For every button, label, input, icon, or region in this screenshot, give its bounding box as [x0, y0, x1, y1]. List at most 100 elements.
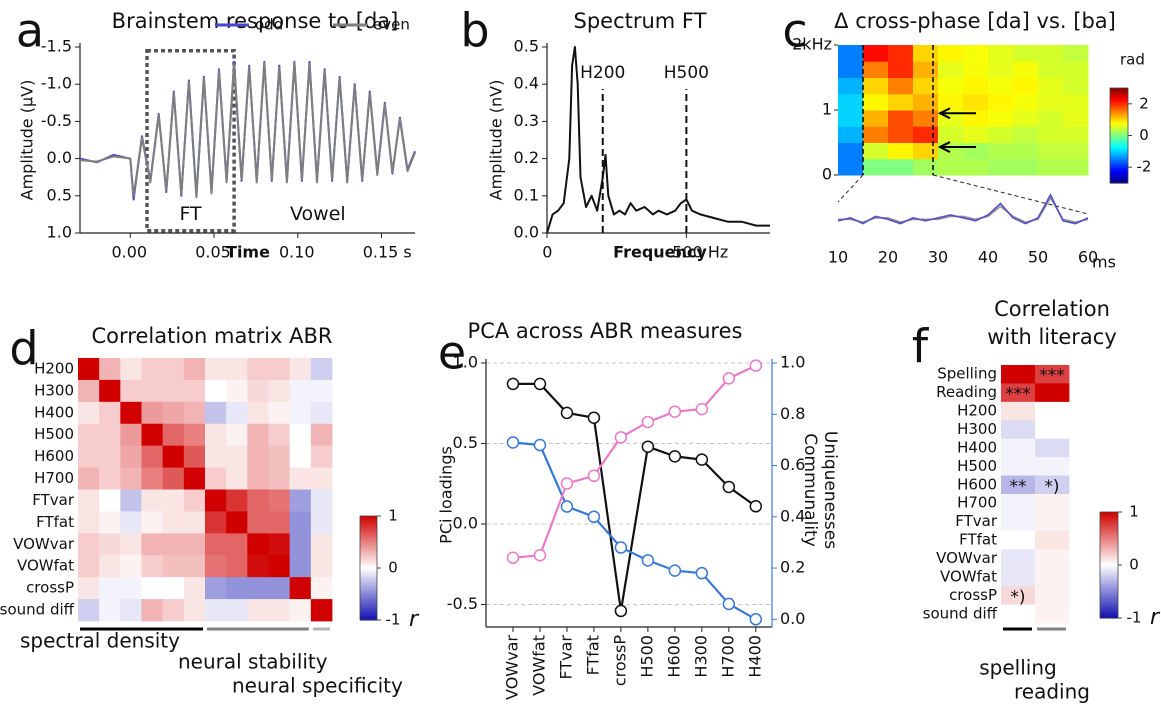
x-axis-label: ms: [1092, 253, 1116, 272]
heatmap-cell: [963, 61, 989, 78]
heatmap-cell: [988, 61, 1014, 78]
heatmap-cell: [99, 445, 121, 468]
heatmap-cell: [141, 445, 164, 468]
heatmap-cell: [289, 379, 312, 403]
series-marker: [749, 500, 763, 513]
colorbar-step: [360, 613, 377, 617]
heatmap-cell: [1013, 45, 1039, 62]
heatmap-cell: [141, 358, 164, 381]
heatmap-cell: [1035, 494, 1070, 513]
heatmap-cell: [888, 158, 914, 176]
y-axis-label: PCi loadings: [437, 446, 456, 544]
colorbar-step: [360, 603, 377, 607]
colorbar-step: [1110, 148, 1128, 152]
heatmap-cell: [268, 423, 291, 447]
colorbar-step: [1110, 112, 1128, 116]
colorbar-step: [1100, 575, 1118, 579]
heatmap-cell: [938, 77, 964, 95]
heatmap-cell: [205, 467, 227, 490]
colorbar-step: [1110, 91, 1128, 95]
heatmap-cell: [162, 511, 185, 534]
zoom-guide: [837, 174, 864, 203]
heatmap-cell: [226, 358, 248, 381]
colorbar-step: [1100, 556, 1118, 560]
colorbar-step: [1100, 594, 1118, 598]
heatmap-cell: [268, 489, 291, 512]
heatmap-cell: [99, 379, 121, 403]
row-label: H600: [957, 475, 997, 493]
x-tick-label: H500: [637, 635, 656, 678]
series-marker: [614, 541, 628, 554]
series-marker: [641, 554, 655, 567]
row-label: crossP: [26, 579, 74, 597]
heatmap-cell: [1001, 586, 1036, 605]
heatmap-cell: [205, 379, 227, 403]
heatmap-cell: [913, 77, 939, 95]
colorbar-step: [360, 540, 377, 544]
colorbar-step: [360, 532, 377, 536]
colorbar-step: [1100, 601, 1118, 604]
colorbar-step: [1100, 518, 1118, 522]
colorbar-step: [1100, 579, 1118, 583]
heatmap-cell: [78, 423, 100, 447]
heatmap-cell: [913, 45, 939, 62]
x-tick-label: 0.00: [111, 243, 147, 262]
cell-label: **: [1010, 477, 1027, 497]
x-tick-label: FTvar: [556, 635, 575, 680]
colorbar-step: [360, 538, 377, 542]
heatmap-cell: [838, 142, 864, 160]
colorbar-step: [360, 543, 377, 546]
heatmap-cell: [183, 423, 206, 447]
heatmap-cell: [226, 489, 248, 512]
colorbar-step: [360, 595, 377, 598]
colorbar-step: [1110, 110, 1128, 114]
colorbar-step: [360, 561, 377, 565]
heatmap-cell: [988, 158, 1014, 176]
heatmap-cell: [78, 577, 100, 600]
series-marker: [587, 469, 601, 483]
colorbar-step: [360, 584, 377, 588]
heatmap-cell: [99, 423, 121, 447]
arrow: [937, 141, 976, 153]
colorbar-step: [1100, 550, 1118, 553]
heatmap-cell: [120, 599, 142, 622]
heatmap-cell: [963, 45, 989, 62]
colorbar-step: [1110, 156, 1128, 159]
y-tick-label: 2kHz: [792, 35, 832, 54]
colorbar-step: [360, 553, 377, 557]
heatmap-cell: [99, 401, 121, 425]
colorbar-step: [360, 611, 377, 615]
colorbar-step: [1100, 528, 1118, 532]
heatmap-cell: [1035, 512, 1070, 532]
colorbar-step: [1110, 88, 1128, 91]
y-tick-label: 1: [822, 100, 832, 119]
chart-title: Spectrum FT: [574, 9, 707, 33]
heatmap-cell: [247, 577, 269, 600]
colorbar-step: [1110, 124, 1128, 127]
colorbar-tick-label: 0: [388, 559, 398, 577]
heatmap-cell: [162, 379, 185, 403]
colorbar-step: [360, 617, 377, 621]
y-tick-label: 0.4: [514, 74, 539, 93]
y-tick-label: 0.0: [47, 148, 72, 167]
heatmap-cell: [1001, 420, 1036, 440]
heatmap-cell: [988, 77, 1014, 95]
heatmap-cell: [78, 533, 100, 556]
y-tick-label: 0.0: [514, 223, 539, 242]
series-marker: [695, 402, 709, 416]
colorbar-step: [1100, 562, 1118, 566]
colorbar-step: [360, 536, 377, 540]
colorbar-step: [1110, 158, 1128, 161]
heatmap-cell: [838, 77, 864, 95]
zoom-guide: [932, 174, 1089, 215]
colorbar-step: [360, 565, 377, 569]
heatmap-cell: [247, 599, 269, 622]
heatmap-cell: [289, 467, 312, 490]
colorbar-step: [1110, 171, 1128, 175]
colorbar-step: [1100, 588, 1118, 592]
heatmap-cell: [1013, 126, 1039, 143]
heatmap-cell: [1035, 604, 1070, 624]
heatmap-cell: [1035, 586, 1070, 605]
colorbar-step: [1110, 133, 1128, 137]
cell-label: ***: [1005, 385, 1031, 405]
